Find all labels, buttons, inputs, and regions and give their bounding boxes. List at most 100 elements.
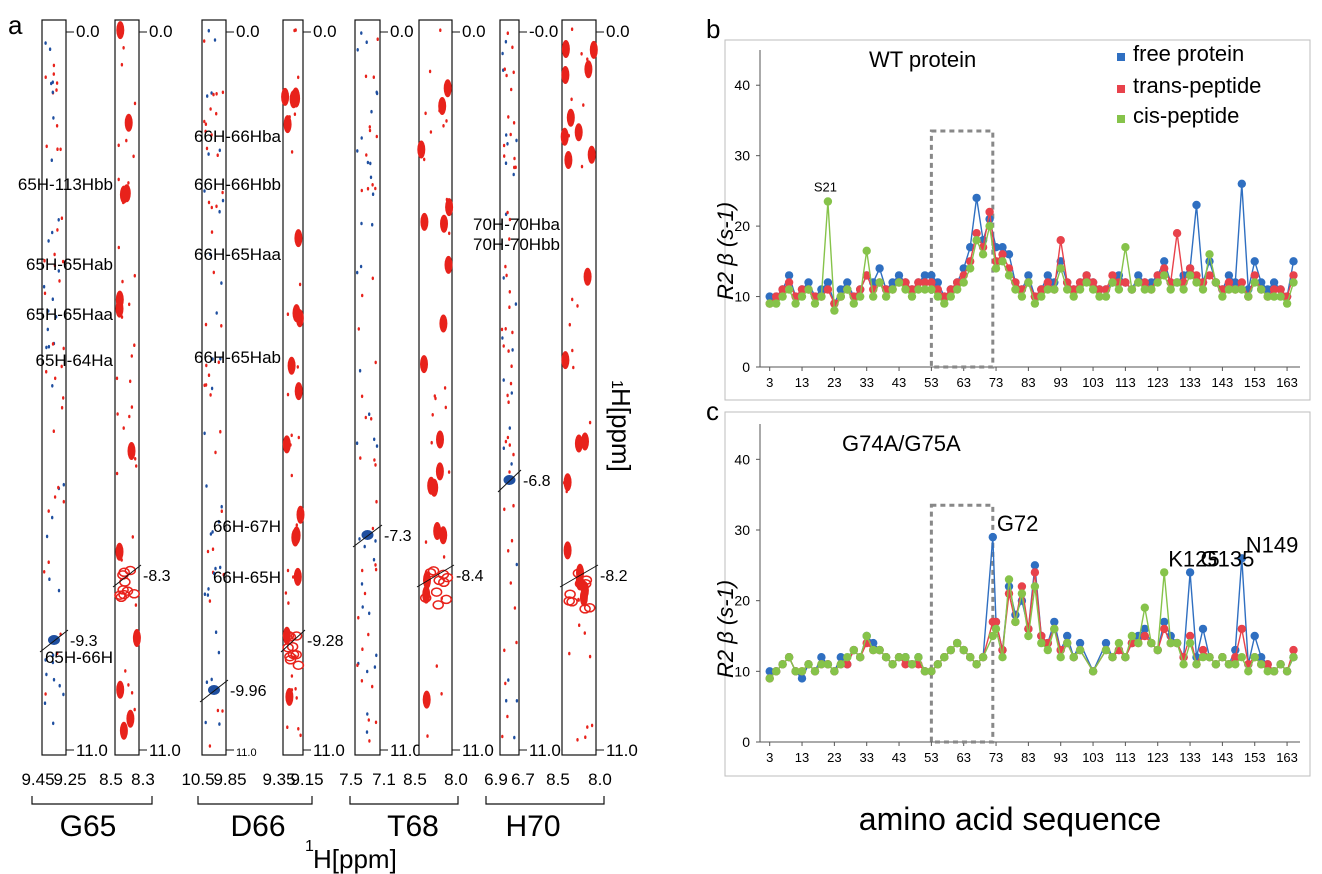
nmr-peak [511,330,514,335]
nmr-peak [508,217,512,222]
nmr-peak [295,696,298,700]
nmr-peak [359,264,363,269]
nmr-peak [368,412,371,417]
data-point [1185,271,1195,280]
x-tick-label: 23 [827,750,841,765]
nmr-peak [510,538,514,543]
nmr-peak [439,28,442,32]
data-point [988,631,997,641]
data-point [946,292,955,301]
peak-assignment-label: 66H-65Hab [194,348,281,367]
data-point [1289,278,1298,287]
nmr-peak [583,603,596,613]
yaxis-label-sup: 1 [608,380,625,389]
nmr-peak [360,136,363,140]
panel-a-nmr-strips: a -9.3 0.0 11.0 9.459.25 -8.3 0.0 11.0 8.5 8.3 65… [8,10,638,874]
nmr-peak [442,555,446,559]
nmr-peak [369,161,372,166]
nmr-peak [206,593,210,597]
nmr-peak [54,315,58,319]
data-point [875,264,884,273]
data-point [1063,631,1072,641]
data-point [817,660,826,669]
data-point [1088,278,1098,287]
data-point [1069,292,1078,301]
nmr-peak [436,430,444,449]
nmr-peak [284,655,297,665]
data-point [959,278,968,287]
y-tick-label: 10 [734,663,750,679]
nmr-peak [570,97,573,102]
nmr-peak [207,373,211,378]
nmr-peak [215,204,218,209]
strip-tick-label: 9.35 [262,770,295,789]
x-tick-label: 63 [956,750,970,765]
nmr-peak [505,273,508,278]
data-point [1289,271,1298,280]
data-point [1276,285,1285,294]
data-point [1205,250,1214,259]
nmr-peak [561,66,570,84]
nmr-peak [572,365,575,370]
data-point [1269,278,1279,287]
nmr-peak [211,547,215,551]
nmr-peak [287,356,296,375]
nmr-peak [209,252,212,256]
nmr-peak [373,437,376,442]
data-point [804,278,813,287]
nmr-peak [574,578,587,589]
nmr-peak [52,63,56,68]
nmr-peak [290,433,293,438]
nmr-peak [132,629,141,647]
nmr-peak [124,113,133,132]
data-point [1101,292,1111,301]
nmr-peak [51,80,54,84]
nmr-peak [215,311,218,315]
nmr-peak [289,443,292,447]
data-point [1289,653,1298,662]
nmr-peak [364,74,368,79]
data-point [1024,271,1033,280]
data-point [1056,653,1065,662]
nmr-peak [508,443,511,447]
nmr-peak [508,470,511,474]
nmr-peak [512,452,515,457]
data-point [1192,660,1201,669]
nmr-peak [203,592,207,596]
nmr-peak [440,692,443,696]
data-point [823,285,833,294]
strip-frame [201,19,227,756]
peak-assignment-label: 65H-65Hab [26,255,113,274]
strip-tick-label: 9.15 [290,770,323,789]
group-bracket [349,796,459,805]
data-point [1088,667,1098,676]
nmr-peak [369,175,373,180]
data-point [1185,638,1195,648]
strip-tick-label: 8.5 [403,770,427,789]
strip-tick-label: 7.1 [372,770,396,789]
group-label-d66: D66 [230,810,285,843]
data-point [1192,271,1201,280]
data-point [1250,653,1259,662]
strip-tick-label: 8.5 [99,770,123,789]
data-point [1108,271,1117,280]
data-point [1198,285,1208,294]
data-point [1134,271,1143,280]
diagonal-line [280,629,306,653]
nmr-peak [577,597,580,602]
data-point [927,285,936,294]
nmr-peak [52,72,55,76]
data-point [1263,292,1272,301]
data-point [972,193,981,203]
data-point [1160,257,1169,266]
data-point [1082,271,1091,280]
data-point [1160,624,1169,634]
nmr-peak [357,327,360,331]
x-tick-label: 33 [859,375,873,390]
nmr-peak [220,504,223,509]
data-point [1172,229,1182,238]
data-point [1160,568,1169,577]
nmr-peak [564,589,576,599]
peak-assignment-label: 66H-65Haa [194,245,281,264]
